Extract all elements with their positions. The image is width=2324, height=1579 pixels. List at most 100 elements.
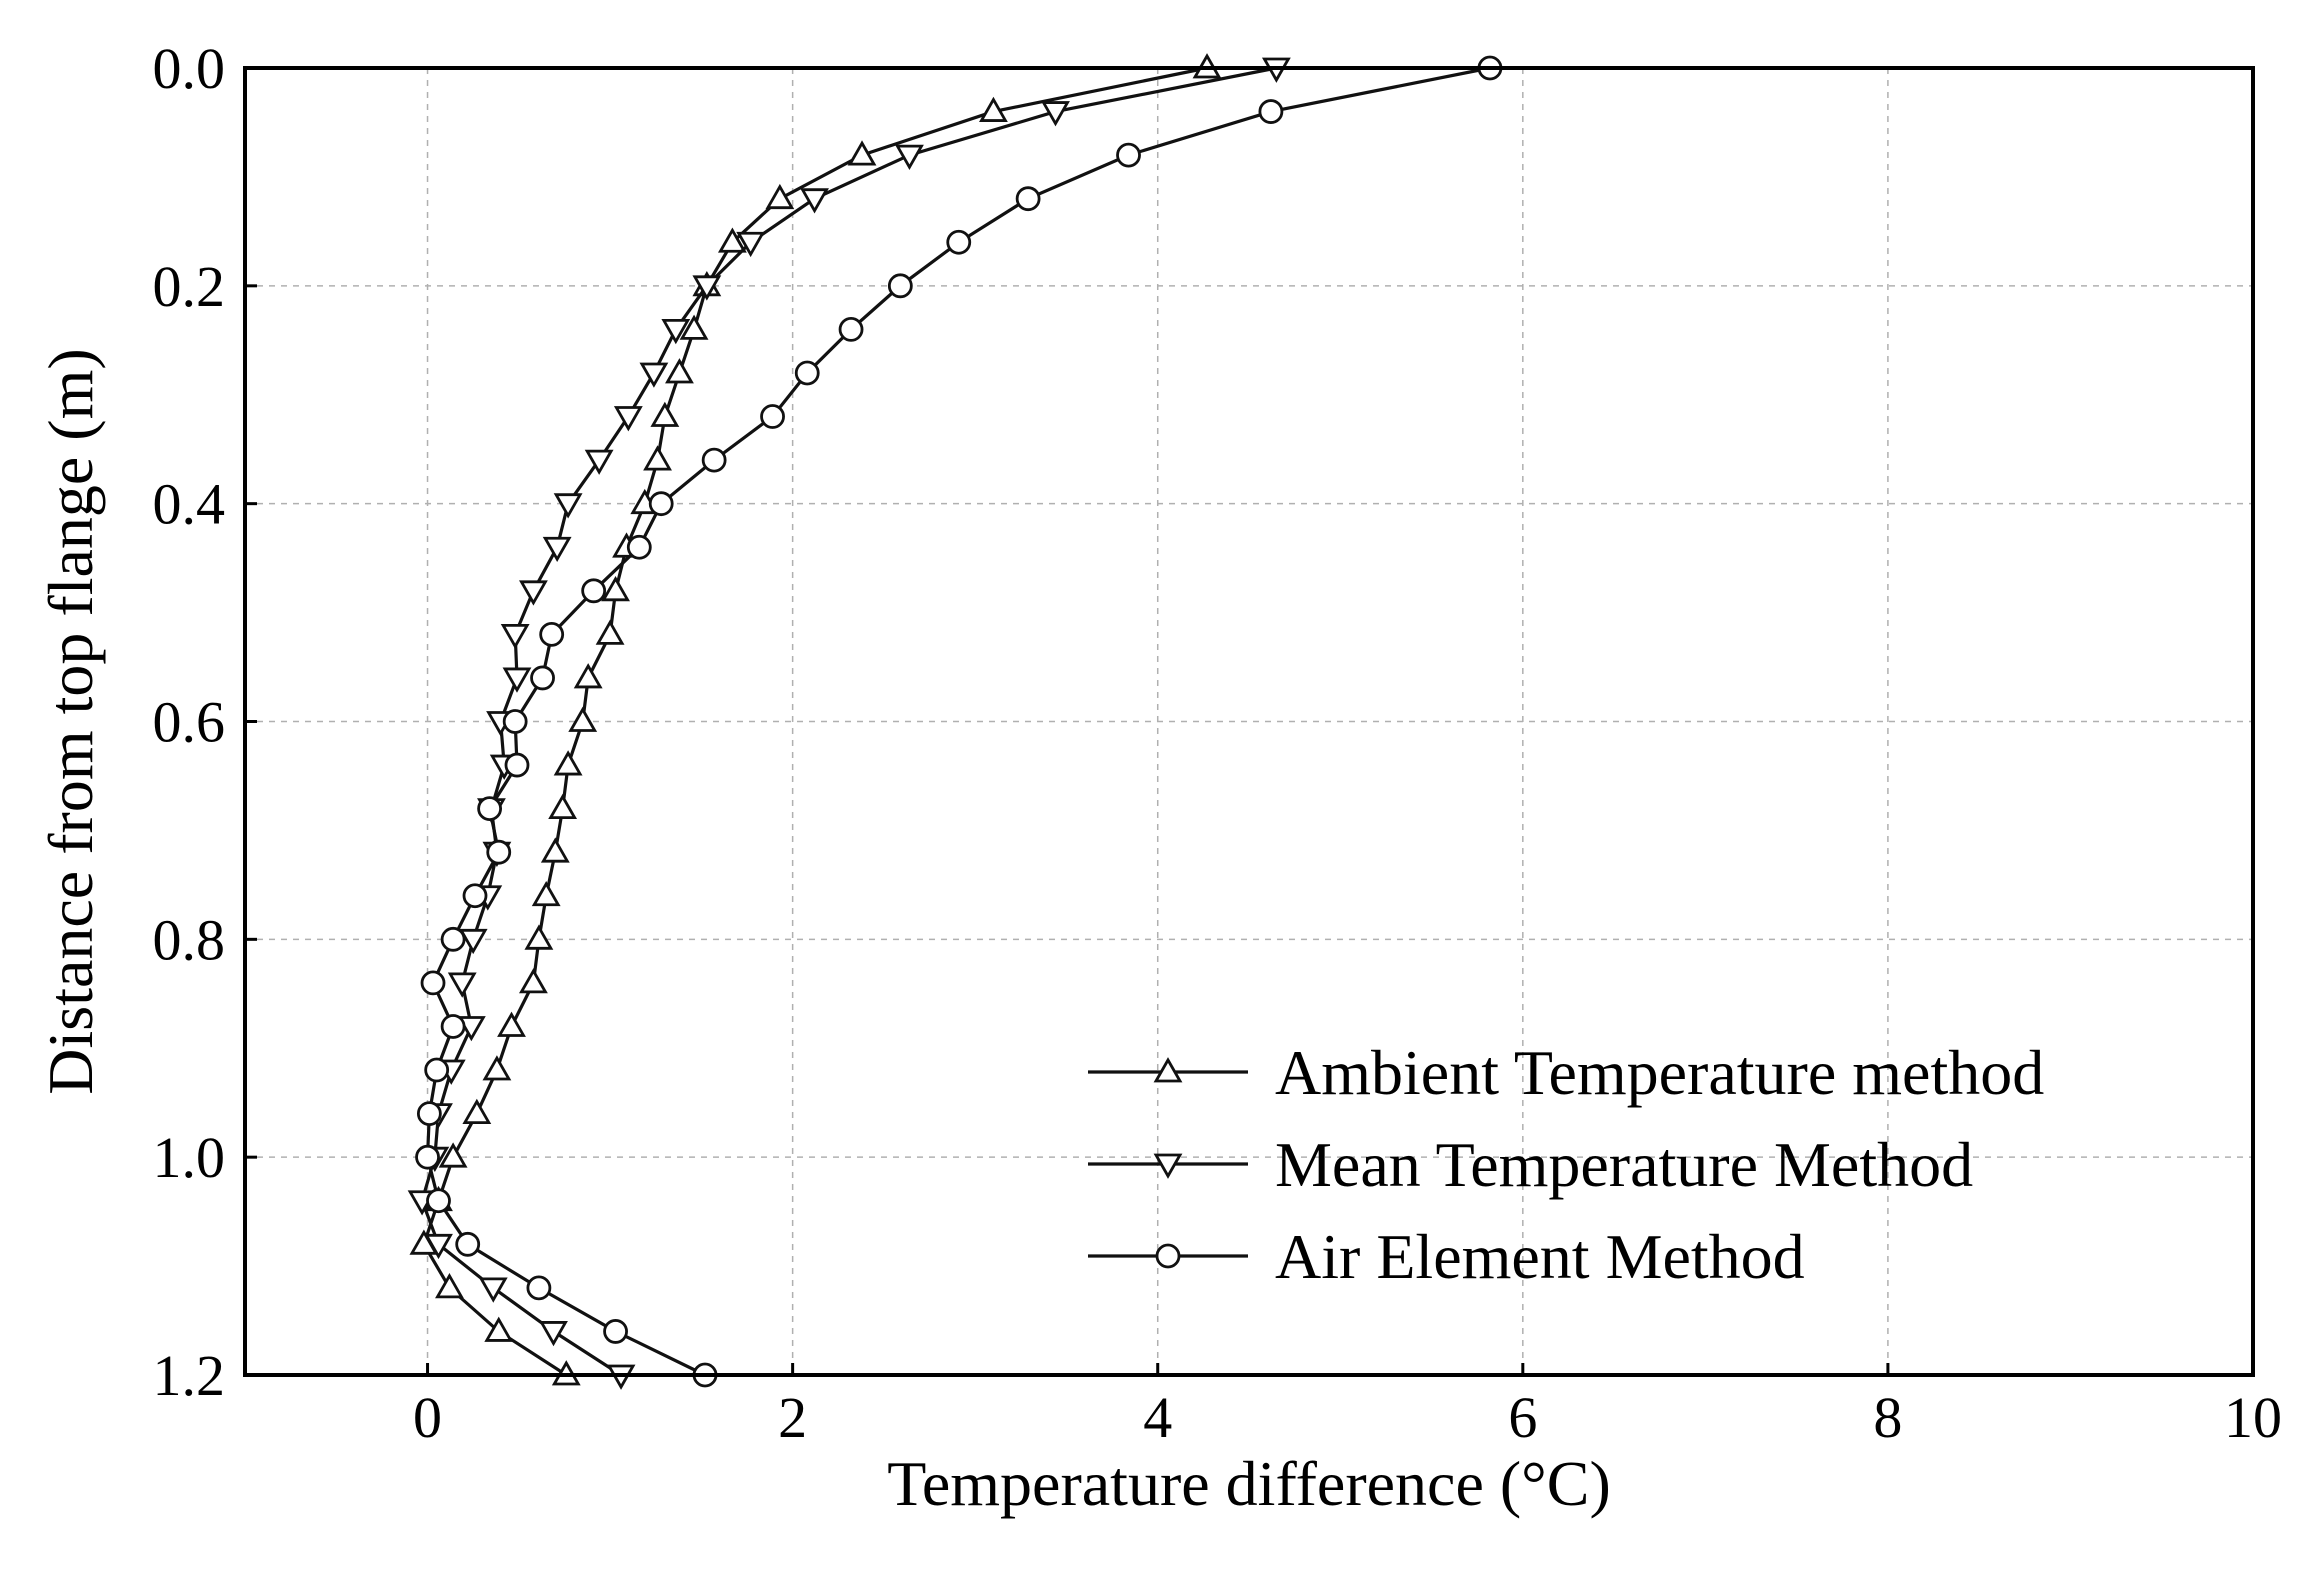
- data-point: [484, 1316, 514, 1342]
- y-tick-label: 0.4: [153, 472, 226, 537]
- y-tick-label: 0.0: [153, 36, 226, 101]
- data-point: [895, 144, 924, 170]
- data-point: [424, 1057, 450, 1083]
- x-tick-label: 8: [1873, 1385, 1902, 1450]
- data-point: [426, 1188, 451, 1214]
- legend-item-air-element-method: Air Element Method: [1088, 1221, 1805, 1292]
- data-point: [665, 358, 694, 384]
- y-tick-label: 0.8: [153, 907, 226, 972]
- data-point: [531, 880, 561, 907]
- data-point: [794, 360, 820, 386]
- data-point: [553, 493, 583, 519]
- data-point: [424, 1233, 453, 1260]
- data-point: [447, 972, 477, 998]
- data-point: [838, 316, 864, 342]
- data-point: [601, 575, 630, 602]
- data-point: [553, 750, 583, 776]
- x-tick-label: 4: [1143, 1385, 1172, 1450]
- legend-item-mean-temperature-method: Mean Temperature Method: [1088, 1129, 1973, 1200]
- data-point: [486, 839, 512, 865]
- data-point: [692, 275, 722, 301]
- legend-marker: [1153, 1153, 1183, 1179]
- data-point: [497, 1011, 526, 1037]
- data-point: [1041, 101, 1070, 127]
- data-point: [717, 227, 747, 253]
- data-point: [420, 970, 446, 996]
- legend: Ambient Temperature method Mean Temperatu…: [1088, 1037, 2044, 1292]
- data-point: [438, 1142, 468, 1168]
- data-point: [504, 752, 530, 778]
- legend-label: Ambient Temperature method: [1275, 1037, 2044, 1108]
- data-point: [462, 883, 488, 909]
- data-point: [603, 1319, 628, 1344]
- data-point: [765, 183, 795, 210]
- data-point: [736, 231, 766, 258]
- x-tick-label: 0: [413, 1385, 442, 1450]
- y-tick-label: 0.2: [153, 254, 226, 319]
- data-point: [760, 404, 785, 429]
- data-point: [540, 837, 570, 863]
- series-group: [407, 53, 1503, 1390]
- data-point: [526, 1275, 552, 1301]
- data-point: [643, 445, 672, 471]
- data-point: [539, 1321, 568, 1347]
- legend-label: Mean Temperature Method: [1275, 1129, 1973, 1200]
- data-point: [416, 1101, 442, 1126]
- data-point: [482, 1055, 512, 1081]
- data-point: [458, 928, 488, 955]
- data-point: [650, 401, 680, 427]
- data-point: [613, 406, 643, 432]
- data-point: [462, 1098, 492, 1124]
- data-point: [847, 140, 877, 166]
- data-point: [800, 188, 829, 214]
- data-point: [548, 793, 578, 820]
- x-tick-label: 2: [778, 1385, 807, 1450]
- data-point: [539, 621, 565, 647]
- data-point: [661, 318, 691, 345]
- legend-label: Air Element Method: [1275, 1221, 1805, 1292]
- data-point: [478, 1277, 508, 1303]
- data-point: [573, 663, 603, 689]
- data-point: [1258, 99, 1284, 124]
- data-point: [440, 926, 466, 952]
- data-point: [502, 709, 528, 734]
- data-point: [519, 580, 548, 606]
- data-point: [979, 96, 1008, 122]
- data-point: [887, 273, 913, 299]
- y-tick-label: 1.2: [153, 1343, 226, 1408]
- data-point: [584, 449, 614, 475]
- data-point: [440, 1014, 466, 1039]
- y-axis-title: Distance from top flange (m): [35, 348, 106, 1094]
- data-point: [701, 447, 727, 473]
- y-tick-label: 1.0: [153, 1125, 226, 1190]
- data-point: [639, 362, 669, 388]
- data-point: [500, 623, 530, 650]
- x-tick-label: 6: [1508, 1385, 1537, 1450]
- legend-marker: [1155, 1243, 1181, 1269]
- data-point: [524, 924, 554, 950]
- data-point: [455, 1231, 481, 1257]
- data-point: [946, 229, 972, 255]
- data-point: [519, 968, 548, 994]
- data-point: [595, 619, 625, 645]
- axis-ticks: 0 2 4 6 8 10 0.0 0.2 0.4 0.6 0.8 1.0 1.2: [153, 36, 2283, 1450]
- data-point: [568, 706, 598, 732]
- x-axis-title: Temperature difference (°C): [887, 1448, 1611, 1519]
- data-point: [435, 1273, 464, 1299]
- data-point: [1015, 186, 1041, 212]
- series-air-element-method: [415, 55, 1503, 1388]
- data-point: [626, 534, 652, 560]
- data-point: [542, 536, 572, 563]
- y-tick-label: 0.6: [153, 690, 226, 755]
- data-point: [1116, 142, 1141, 168]
- data-point: [530, 665, 555, 691]
- x-tick-label: 10: [2224, 1385, 2282, 1450]
- data-point: [502, 667, 532, 693]
- legend-item-ambient-temperature-method: Ambient Temperature method: [1088, 1037, 2044, 1108]
- legend-marker: [1153, 1057, 1183, 1083]
- data-point: [477, 796, 503, 822]
- data-point: [415, 1144, 440, 1170]
- data-point: [581, 578, 607, 604]
